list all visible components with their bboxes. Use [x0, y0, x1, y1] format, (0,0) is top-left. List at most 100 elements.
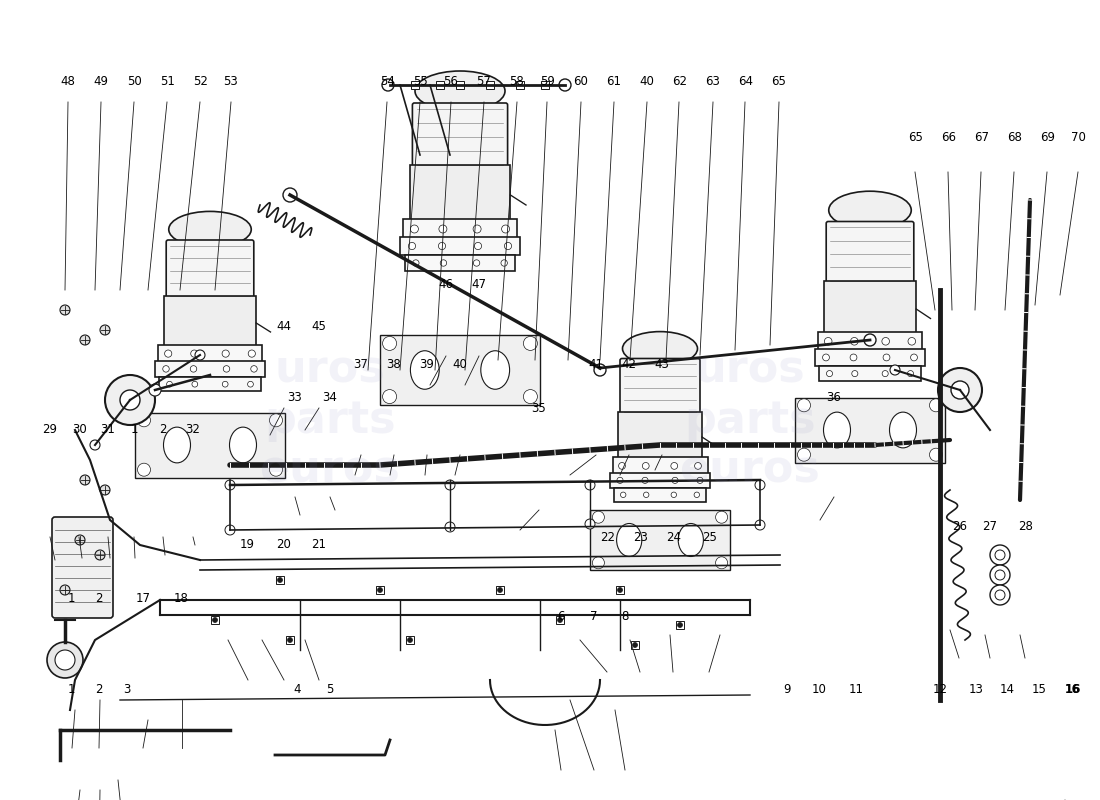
Circle shape — [642, 478, 648, 483]
Circle shape — [798, 448, 811, 461]
Text: 57: 57 — [476, 75, 492, 88]
Circle shape — [632, 642, 638, 647]
Bar — [164, 296, 256, 346]
Text: 4: 4 — [294, 683, 300, 696]
Text: 60: 60 — [573, 75, 588, 88]
Ellipse shape — [164, 427, 190, 463]
Text: 40: 40 — [639, 75, 654, 88]
Circle shape — [823, 354, 829, 361]
Circle shape — [911, 354, 917, 361]
Circle shape — [191, 382, 198, 387]
Circle shape — [120, 390, 140, 410]
Ellipse shape — [168, 211, 251, 247]
Circle shape — [497, 587, 503, 593]
Text: 33: 33 — [287, 391, 303, 404]
Text: 26: 26 — [952, 520, 967, 533]
Circle shape — [165, 350, 172, 357]
Text: 22: 22 — [600, 531, 615, 544]
Circle shape — [678, 622, 682, 627]
Text: 2: 2 — [96, 683, 102, 696]
Circle shape — [408, 242, 416, 250]
Text: 19: 19 — [240, 538, 255, 550]
Text: 41: 41 — [588, 358, 604, 370]
Bar — [616, 586, 624, 594]
FancyBboxPatch shape — [620, 358, 700, 417]
Bar — [400, 237, 520, 255]
Circle shape — [100, 325, 110, 335]
Text: 8: 8 — [621, 610, 628, 622]
Circle shape — [287, 638, 293, 642]
Circle shape — [996, 550, 1005, 560]
Bar — [610, 473, 710, 488]
Circle shape — [195, 350, 205, 360]
Ellipse shape — [410, 350, 439, 390]
Circle shape — [412, 260, 419, 266]
Circle shape — [908, 338, 915, 345]
Text: 20: 20 — [276, 538, 292, 550]
Text: 2: 2 — [160, 423, 166, 436]
Circle shape — [952, 381, 969, 399]
Circle shape — [226, 525, 235, 535]
Circle shape — [473, 260, 480, 266]
Bar — [815, 349, 925, 366]
Bar — [556, 616, 564, 624]
Text: 3: 3 — [123, 683, 130, 696]
Text: 58: 58 — [509, 75, 525, 88]
Text: 35: 35 — [531, 402, 547, 414]
Circle shape — [80, 475, 90, 485]
Text: 27: 27 — [982, 520, 998, 533]
Bar — [456, 81, 464, 89]
Text: 53: 53 — [223, 75, 239, 88]
Circle shape — [694, 492, 700, 498]
Text: 17: 17 — [135, 592, 151, 605]
Circle shape — [593, 557, 604, 569]
Circle shape — [618, 462, 626, 470]
Circle shape — [850, 354, 857, 361]
Text: 68: 68 — [1006, 131, 1022, 144]
Text: uros
parts
euros: uros parts euros — [260, 349, 400, 491]
Circle shape — [826, 370, 833, 377]
Circle shape — [226, 480, 235, 490]
Text: 61: 61 — [606, 75, 621, 88]
FancyBboxPatch shape — [412, 103, 507, 171]
Circle shape — [593, 511, 604, 523]
Circle shape — [671, 492, 676, 498]
Circle shape — [890, 365, 900, 375]
Text: 45: 45 — [311, 320, 327, 333]
Circle shape — [138, 463, 151, 476]
Text: 59: 59 — [540, 75, 556, 88]
Text: 48: 48 — [60, 75, 76, 88]
FancyBboxPatch shape — [52, 517, 113, 618]
Text: 18: 18 — [174, 592, 189, 605]
Circle shape — [407, 638, 412, 642]
Circle shape — [190, 366, 197, 372]
Text: 14: 14 — [1000, 683, 1015, 696]
Text: 16: 16 — [1065, 683, 1080, 696]
Bar — [590, 510, 730, 570]
Circle shape — [716, 511, 727, 523]
Circle shape — [882, 370, 888, 377]
Circle shape — [75, 535, 85, 545]
Circle shape — [617, 587, 623, 593]
Bar — [613, 458, 707, 474]
Circle shape — [505, 242, 512, 250]
Circle shape — [694, 462, 702, 470]
Circle shape — [100, 485, 110, 495]
Text: 7: 7 — [591, 610, 597, 622]
Circle shape — [223, 366, 230, 372]
Circle shape — [824, 338, 832, 345]
Circle shape — [851, 370, 858, 377]
Text: 23: 23 — [632, 531, 648, 544]
Text: 31: 31 — [100, 423, 116, 436]
Bar — [276, 576, 284, 584]
Text: 1: 1 — [68, 592, 75, 605]
Bar — [820, 366, 921, 381]
Bar — [516, 81, 524, 89]
Bar — [411, 81, 419, 89]
Ellipse shape — [617, 523, 641, 557]
Circle shape — [148, 384, 161, 396]
Text: 37: 37 — [353, 358, 369, 370]
Text: uros
parts
euros: uros parts euros — [680, 349, 821, 491]
Circle shape — [270, 414, 283, 427]
Text: 65: 65 — [908, 131, 923, 144]
